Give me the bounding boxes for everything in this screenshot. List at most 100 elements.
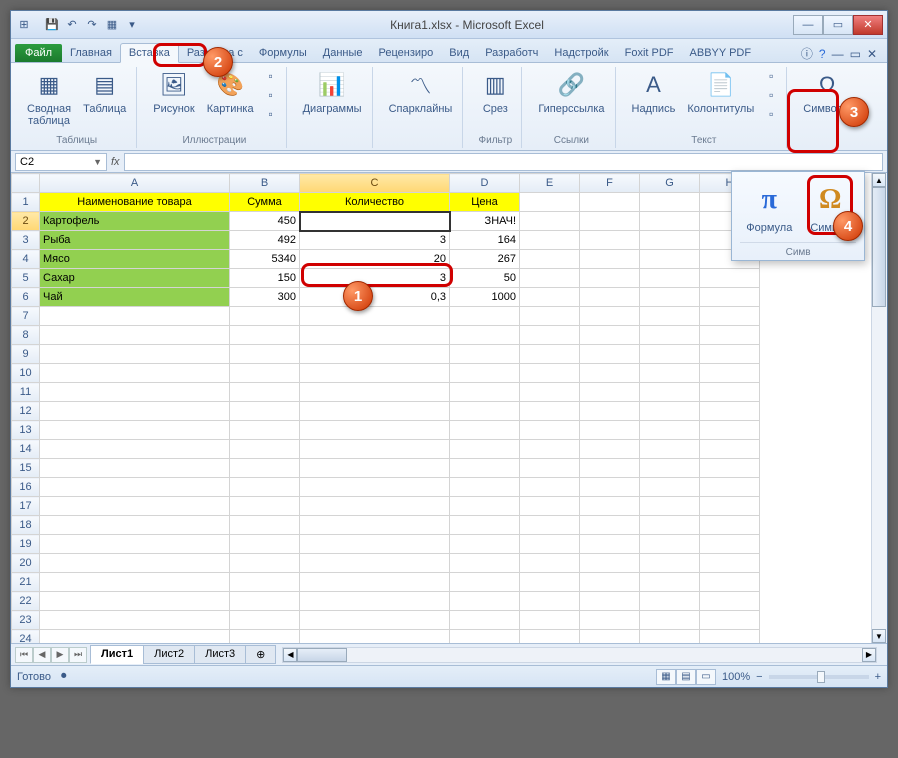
cell-G5[interactable]: [640, 269, 700, 288]
cell-C14[interactable]: [300, 440, 450, 459]
doc-restore-icon[interactable]: ▭: [850, 47, 861, 61]
cell-D19[interactable]: [450, 535, 520, 554]
cell-D16[interactable]: [450, 478, 520, 497]
cell-G11[interactable]: [640, 383, 700, 402]
cell-C22[interactable]: [300, 592, 450, 611]
smartart-button[interactable]: ▫: [262, 86, 280, 104]
row-header-7[interactable]: 7: [12, 307, 40, 326]
cell-C1[interactable]: Количество: [300, 193, 450, 212]
cell-B23[interactable]: [230, 611, 300, 630]
cell-H24[interactable]: [700, 630, 760, 644]
cell-D12[interactable]: [450, 402, 520, 421]
cell-D5[interactable]: 50: [450, 269, 520, 288]
cell-B4[interactable]: 5340: [230, 250, 300, 269]
cell-E19[interactable]: [520, 535, 580, 554]
cell-F6[interactable]: [580, 288, 640, 307]
cell-D18[interactable]: [450, 516, 520, 535]
row-header-24[interactable]: 24: [12, 630, 40, 644]
cell-C12[interactable]: [300, 402, 450, 421]
cell-G19[interactable]: [640, 535, 700, 554]
cell-C16[interactable]: [300, 478, 450, 497]
cell-B9[interactable]: [230, 345, 300, 364]
cell-A4[interactable]: Мясо: [40, 250, 230, 269]
cell-D13[interactable]: [450, 421, 520, 440]
cell-G18[interactable]: [640, 516, 700, 535]
cell-F2[interactable]: [580, 212, 640, 231]
cell-C20[interactable]: [300, 554, 450, 573]
wordart-button[interactable]: ▫: [762, 67, 780, 85]
cell-F24[interactable]: [580, 630, 640, 644]
cell-H6[interactable]: [700, 288, 760, 307]
cell-H7[interactable]: [700, 307, 760, 326]
cell-F20[interactable]: [580, 554, 640, 573]
row-header-4[interactable]: 4: [12, 250, 40, 269]
tab-abbyy pdf[interactable]: ABBYY PDF: [682, 44, 760, 62]
cell-B3[interactable]: 492: [230, 231, 300, 250]
cell-E9[interactable]: [520, 345, 580, 364]
cell-A13[interactable]: [40, 421, 230, 440]
cell-B19[interactable]: [230, 535, 300, 554]
tab-данные[interactable]: Данные: [315, 44, 371, 62]
redo-icon[interactable]: ↷: [83, 16, 101, 34]
cell-F8[interactable]: [580, 326, 640, 345]
cell-F4[interactable]: [580, 250, 640, 269]
cell-D14[interactable]: [450, 440, 520, 459]
sheet-nav-first[interactable]: ⏮: [15, 647, 33, 663]
zoom-in-button[interactable]: +: [875, 671, 881, 683]
cell-E21[interactable]: [520, 573, 580, 592]
undo-icon[interactable]: ↶: [63, 16, 81, 34]
cell-A23[interactable]: [40, 611, 230, 630]
cell-G23[interactable]: [640, 611, 700, 630]
cell-A7[interactable]: [40, 307, 230, 326]
cell-A15[interactable]: [40, 459, 230, 478]
cell-G1[interactable]: [640, 193, 700, 212]
row-header-17[interactable]: 17: [12, 497, 40, 516]
zoom-level[interactable]: 100%: [722, 671, 750, 683]
cell-H16[interactable]: [700, 478, 760, 497]
row-header-18[interactable]: 18: [12, 516, 40, 535]
cell-B16[interactable]: [230, 478, 300, 497]
cell-H17[interactable]: [700, 497, 760, 516]
cell-D6[interactable]: 1000: [450, 288, 520, 307]
cell-E3[interactable]: [520, 231, 580, 250]
row-header-14[interactable]: 14: [12, 440, 40, 459]
tab-вставка[interactable]: Вставка: [120, 43, 179, 63]
cell-A17[interactable]: [40, 497, 230, 516]
cell-A11[interactable]: [40, 383, 230, 402]
cell-A24[interactable]: [40, 630, 230, 644]
sheet-tab-Лист2[interactable]: Лист2: [143, 645, 195, 664]
horizontal-scrollbar[interactable]: ◀ ▶: [282, 647, 877, 663]
select-all-corner[interactable]: [12, 174, 40, 193]
vertical-scrollbar[interactable]: ▲ ▼: [871, 173, 887, 643]
sheet-tab-Лист1[interactable]: Лист1: [90, 645, 144, 664]
cell-G20[interactable]: [640, 554, 700, 573]
cell-G10[interactable]: [640, 364, 700, 383]
cell-G6[interactable]: [640, 288, 700, 307]
cell-C7[interactable]: [300, 307, 450, 326]
view-pagebreak-button[interactable]: ▭: [696, 669, 716, 685]
cell-H11[interactable]: [700, 383, 760, 402]
cell-C8[interactable]: [300, 326, 450, 345]
row-header-21[interactable]: 21: [12, 573, 40, 592]
cell-E14[interactable]: [520, 440, 580, 459]
scroll-left-button[interactable]: ◀: [283, 648, 297, 662]
textbox-button[interactable]: AНадпись: [628, 67, 680, 117]
cell-H8[interactable]: [700, 326, 760, 345]
tab-рецензиро[interactable]: Рецензиро: [371, 44, 442, 62]
doc-close-icon[interactable]: ✕: [867, 47, 877, 61]
cell-A22[interactable]: [40, 592, 230, 611]
cell-H5[interactable]: [700, 269, 760, 288]
cell-C6[interactable]: 0,3: [300, 288, 450, 307]
cell-B2[interactable]: 450: [230, 212, 300, 231]
spreadsheet-grid[interactable]: ABCDEFGH1Наименование товараСуммаКоличес…: [11, 173, 760, 643]
scroll-up-button[interactable]: ▲: [872, 173, 886, 187]
cell-D24[interactable]: [450, 630, 520, 644]
cell-E1[interactable]: [520, 193, 580, 212]
cell-H15[interactable]: [700, 459, 760, 478]
cell-A18[interactable]: [40, 516, 230, 535]
cell-G24[interactable]: [640, 630, 700, 644]
col-header-G[interactable]: G: [640, 174, 700, 193]
cell-G4[interactable]: [640, 250, 700, 269]
row-header-22[interactable]: 22: [12, 592, 40, 611]
cell-B18[interactable]: [230, 516, 300, 535]
